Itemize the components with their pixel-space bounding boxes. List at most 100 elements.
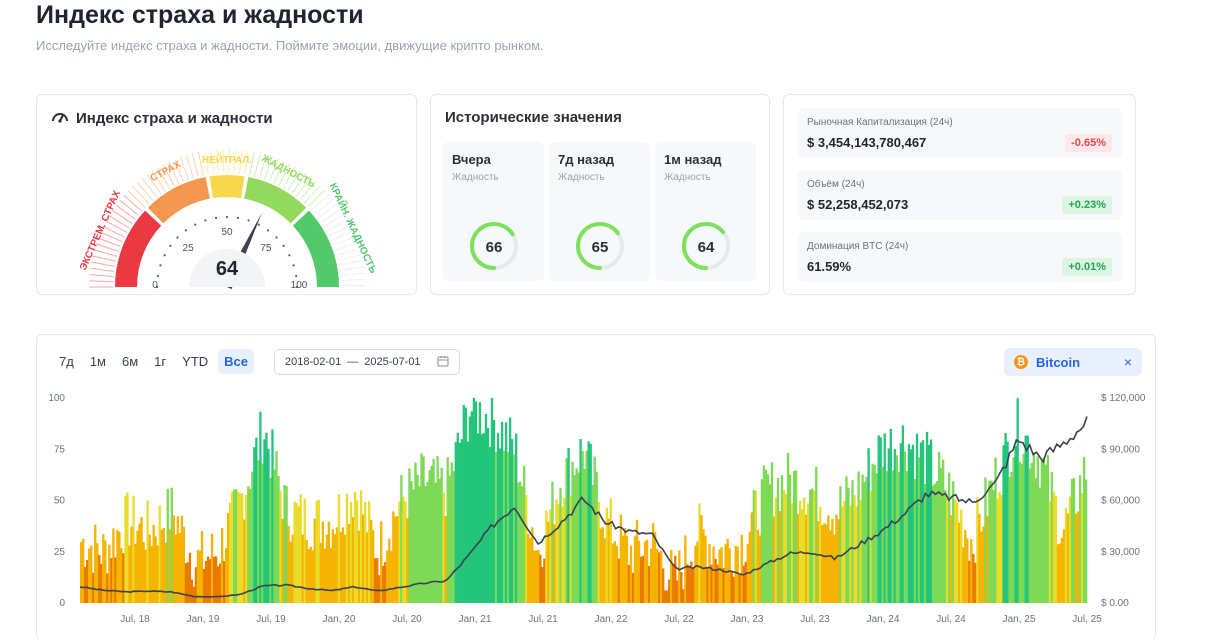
fear-greed-bar [774, 497, 778, 603]
fear-greed-bar [931, 485, 935, 603]
fear-greed-bar [263, 439, 266, 603]
fear-greed-bar [190, 579, 194, 603]
fear-greed-bar [962, 547, 965, 603]
gauge-scale-dot [295, 285, 299, 289]
fear-greed-bar [696, 541, 699, 603]
fear-greed-bar [331, 529, 335, 603]
fear-greed-bar [96, 543, 99, 603]
range-tab-all[interactable]: Все [218, 349, 255, 374]
calendar-icon[interactable] [437, 355, 449, 370]
fear-greed-bar [436, 456, 439, 603]
gauge-fringe-tick [336, 248, 360, 256]
fear-greed-bar [835, 514, 838, 603]
fear-greed-card-header: Индекс страха и жадности [51, 109, 273, 127]
date-range-picker[interactable]: 2018-02-01 — 2025-07-01 [274, 349, 460, 375]
fear-greed-bar [756, 529, 760, 603]
fear-greed-bar [529, 537, 532, 603]
gauge-scale-dot [194, 223, 197, 226]
range-tab-1y[interactable]: 1г [154, 354, 167, 369]
fear-greed-bar [281, 518, 284, 603]
fear-greed-bar [456, 432, 459, 603]
fear-greed-bar [1064, 508, 1068, 603]
left-axis-tick: 50 [54, 496, 66, 507]
history-sentiment: Жадность [452, 172, 499, 183]
fear-greed-bar [325, 534, 329, 603]
history-item-1m: 1м назад Жадность 64 [655, 142, 756, 281]
date-to[interactable]: 2025-07-01 [364, 356, 421, 368]
history-item-yesterday: Вчера Жадность 66 [443, 142, 544, 281]
fear-greed-bar [649, 548, 653, 603]
fear-greed-history-chart: 0 25 50 75 100 $ 0.00 $ 30,000 $ 60,000 $ 90,000… [48, 393, 1146, 625]
fear-greed-bar [939, 467, 943, 603]
fear-greed-bar [736, 546, 739, 603]
fear-greed-bar [855, 506, 858, 603]
range-tab-ytd[interactable]: YTD [182, 354, 209, 369]
fear-greed-bar [1040, 459, 1043, 603]
fear-greed-bar [1034, 478, 1037, 603]
gauge-tick-label: 0 [152, 280, 158, 291]
fear-greed-bar [184, 563, 188, 603]
fear-greed-bar [988, 480, 991, 603]
gauge-scale-dot [214, 216, 218, 219]
range-tab-7d[interactable]: 7д [59, 354, 74, 369]
fear-greed-bar [86, 559, 89, 603]
btc-dominance-value: 61.59% [807, 259, 852, 274]
fear-greed-bar [458, 442, 461, 603]
date-from[interactable]: 2018-02-01 [285, 356, 342, 368]
fear-greed-bar [732, 576, 735, 603]
gauge-fringe-tick [330, 230, 354, 242]
fear-greed-bar [710, 564, 713, 603]
fear-greed-bar [871, 463, 874, 603]
gauge-fringe-tick [259, 154, 267, 178]
fear-greed-bar [355, 500, 359, 603]
gauge-scale-dot [184, 229, 187, 232]
fear-greed-bar [692, 568, 695, 603]
fear-greed-bar [144, 549, 147, 603]
fear-greed-bar [450, 462, 453, 603]
fear-greed-bar [750, 512, 753, 603]
fear-greed-bar [527, 533, 530, 603]
coin-overlay-chip[interactable]: ₿ Bitcoin × [1004, 348, 1142, 376]
fear-greed-bar [140, 517, 143, 603]
fear-greed-bar [448, 475, 451, 603]
fear-greed-bar [805, 514, 808, 603]
fear-greed-bar [1014, 445, 1017, 603]
fear-greed-bar [895, 455, 898, 603]
fear-greed-bar [543, 558, 546, 603]
x-axis-tick: Jan, 25 [1003, 614, 1036, 625]
fear-greed-bar [394, 516, 397, 603]
fear-greed-bar [867, 448, 870, 603]
fear-greed-bar [438, 478, 441, 603]
fear-greed-bar [363, 502, 367, 603]
fear-greed-bar [251, 471, 254, 603]
gauge-scale-dot [292, 264, 295, 267]
right-axis-tick: $ 90,000 [1101, 444, 1140, 455]
gauge-scale-dot [155, 285, 159, 289]
fear-greed-bar [889, 428, 892, 603]
gauge-fringe-tick [89, 280, 114, 283]
fear-greed-bar [315, 500, 318, 603]
fear-greed-bars [80, 398, 1088, 603]
fear-greed-bar [138, 523, 141, 603]
history-label: Вчера [452, 152, 491, 167]
close-icon[interactable]: × [1123, 354, 1132, 370]
fear-greed-bar [877, 435, 880, 603]
gauge-fringe-tick [249, 151, 255, 176]
fear-greed-bar [972, 553, 975, 603]
fear-greed-bar [216, 566, 220, 603]
ring-progress [576, 222, 624, 270]
fear-greed-bar [992, 489, 995, 603]
fear-greed-bar [704, 535, 707, 603]
fear-greed-bar [353, 491, 357, 603]
fear-greed-bar [116, 529, 119, 603]
fear-greed-bar [214, 556, 218, 603]
range-tab-6m[interactable]: 6м [122, 354, 139, 369]
range-tab-1m[interactable]: 1м [89, 354, 106, 369]
fear-greed-bar [259, 411, 262, 603]
fear-greed-bar [658, 552, 661, 603]
fear-greed-bar [460, 439, 463, 603]
fear-greed-bar [730, 571, 733, 603]
fear-greed-bar [279, 490, 282, 603]
fear-greed-bar [678, 550, 681, 603]
fear-greed-bar [627, 565, 631, 603]
